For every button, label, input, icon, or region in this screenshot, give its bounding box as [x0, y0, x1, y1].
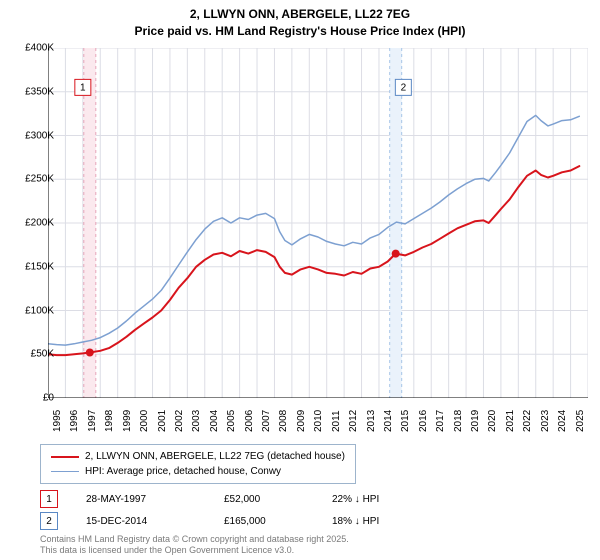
- y-tick-label: £150K: [10, 261, 54, 272]
- footnote-line1: Contains HM Land Registry data © Crown c…: [40, 534, 349, 545]
- sale-badge: 1: [40, 490, 58, 508]
- x-tick-label: 2007: [261, 410, 272, 432]
- x-tick-label: 1995: [52, 410, 63, 432]
- x-tick-label: 1999: [122, 410, 133, 432]
- x-tick-label: 2011: [331, 410, 342, 432]
- sale-pct: 18% ↓ HPI: [332, 516, 412, 527]
- footnote: Contains HM Land Registry data © Crown c…: [40, 534, 349, 556]
- sale-row: 1 28-MAY-1997 £52,000 22% ↓ HPI: [40, 490, 412, 508]
- chart-title: 2, LLWYN ONN, ABERGELE, LL22 7EG Price p…: [0, 0, 600, 40]
- x-tick-label: 2025: [575, 410, 586, 432]
- legend-row: 2, LLWYN ONN, ABERGELE, LL22 7EG (detach…: [51, 449, 345, 464]
- x-tick-label: 2012: [348, 410, 359, 432]
- svg-text:2: 2: [401, 82, 407, 93]
- sale-date: 15-DEC-2014: [86, 516, 196, 527]
- sale-price: £165,000: [224, 516, 304, 527]
- x-tick-label: 2020: [487, 410, 498, 432]
- y-tick-label: £0: [10, 393, 54, 404]
- x-tick-label: 2009: [296, 410, 307, 432]
- x-tick-label: 2005: [226, 410, 237, 432]
- x-tick-label: 2022: [522, 410, 533, 432]
- svg-text:1: 1: [80, 82, 86, 93]
- x-tick-label: 2014: [383, 410, 394, 432]
- legend-label: 2, LLWYN ONN, ABERGELE, LL22 7EG (detach…: [85, 449, 345, 464]
- x-tick-label: 2019: [470, 410, 481, 432]
- x-tick-label: 2017: [435, 410, 446, 432]
- y-tick-label: £50K: [10, 349, 54, 360]
- y-tick-label: £250K: [10, 174, 54, 185]
- x-tick-label: 2000: [139, 410, 150, 432]
- sale-price: £52,000: [224, 494, 304, 505]
- y-tick-label: £100K: [10, 305, 54, 316]
- y-tick-label: £400K: [10, 43, 54, 54]
- x-tick-label: 2003: [191, 410, 202, 432]
- legend: 2, LLWYN ONN, ABERGELE, LL22 7EG (detach…: [40, 444, 356, 484]
- x-tick-label: 2018: [453, 410, 464, 432]
- title-line1: 2, LLWYN ONN, ABERGELE, LL22 7EG: [0, 6, 600, 23]
- sale-badge: 2: [40, 512, 58, 530]
- x-tick-label: 2002: [174, 410, 185, 432]
- x-tick-label: 2015: [400, 410, 411, 432]
- x-tick-label: 1997: [87, 410, 98, 432]
- chart-area: 12: [48, 48, 588, 398]
- sale-date: 28-MAY-1997: [86, 494, 196, 505]
- x-tick-label: 2013: [366, 410, 377, 432]
- y-tick-label: £200K: [10, 218, 54, 229]
- x-tick-label: 2008: [278, 410, 289, 432]
- legend-row: HPI: Average price, detached house, Conw…: [51, 464, 345, 479]
- title-line2: Price paid vs. HM Land Registry's House …: [0, 23, 600, 40]
- sale-row: 2 15-DEC-2014 £165,000 18% ↓ HPI: [40, 512, 412, 530]
- sale-pct: 22% ↓ HPI: [332, 494, 412, 505]
- sales-table: 1 28-MAY-1997 £52,000 22% ↓ HPI 2 15-DEC-2014…: [40, 490, 412, 534]
- y-tick-label: £300K: [10, 130, 54, 141]
- footnote-line2: This data is licensed under the Open Gov…: [40, 545, 349, 556]
- x-tick-label: 2010: [313, 410, 324, 432]
- x-tick-label: 2024: [557, 410, 568, 432]
- legend-label: HPI: Average price, detached house, Conw…: [85, 464, 281, 479]
- x-tick-label: 1998: [104, 410, 115, 432]
- x-tick-label: 2016: [418, 410, 429, 432]
- x-tick-label: 2021: [505, 410, 516, 432]
- x-tick-label: 2001: [157, 410, 168, 432]
- x-tick-label: 2006: [244, 410, 255, 432]
- y-tick-label: £350K: [10, 86, 54, 97]
- x-tick-label: 2004: [209, 410, 220, 432]
- x-tick-label: 2023: [540, 410, 551, 432]
- chart-svg: 12: [48, 48, 588, 398]
- legend-swatch: [51, 471, 79, 473]
- x-tick-label: 1996: [69, 410, 80, 432]
- legend-swatch: [51, 456, 79, 458]
